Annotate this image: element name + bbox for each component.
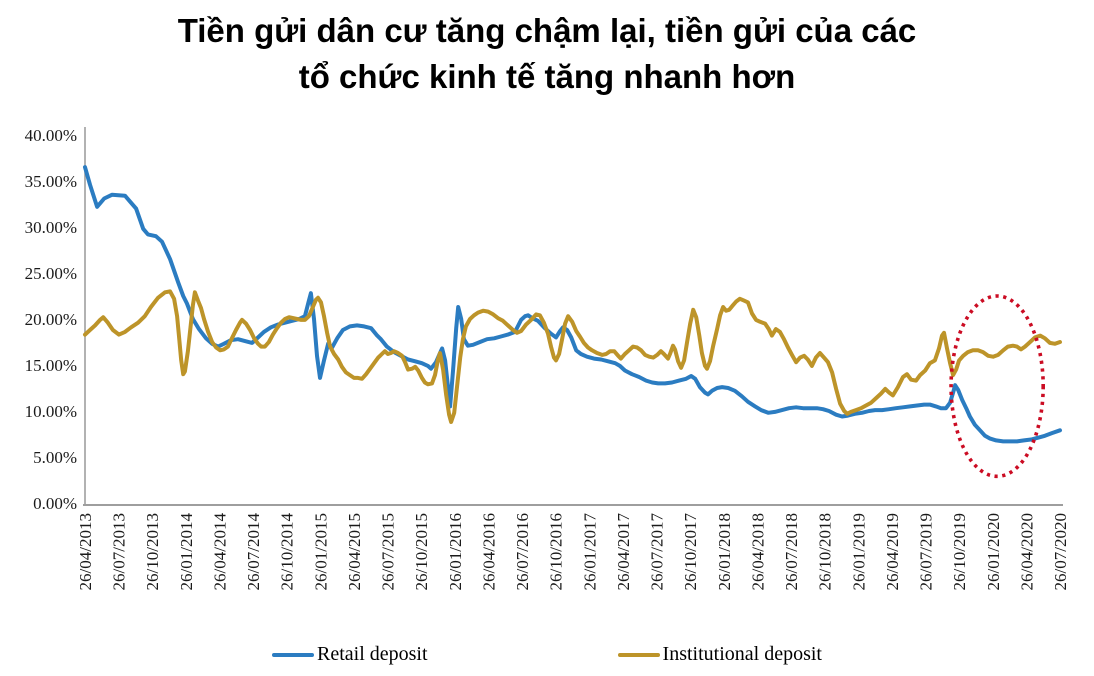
x-axis-label: 26/07/2020 xyxy=(1051,513,1070,590)
legend-item-retail: Retail deposit xyxy=(272,643,428,666)
y-axis-label: 40.00% xyxy=(25,126,77,145)
x-axis-label: 26/01/2014 xyxy=(177,513,196,591)
y-axis-label: 35.00% xyxy=(25,172,77,191)
page-title: Tiền gửi dân cư tăng chậm lại, tiền gửi … xyxy=(0,8,1094,99)
x-axis-label: 26/10/2014 xyxy=(278,513,297,591)
x-axis-label: 26/07/2018 xyxy=(782,513,801,590)
x-axis-label: 26/07/2016 xyxy=(513,513,532,590)
x-axis-label: 26/04/2019 xyxy=(883,513,902,590)
x-axis-label: 26/10/2019 xyxy=(950,513,969,590)
legend-label-retail: Retail deposit xyxy=(317,643,428,665)
page-title-line2: tổ chức kinh tế tăng nhanh hơn xyxy=(298,57,796,95)
x-axis-label: 26/07/2017 xyxy=(648,513,667,591)
x-axis-label: 26/01/2016 xyxy=(446,513,465,590)
x-axis-label: 26/04/2017 xyxy=(614,513,633,591)
y-axis-label: 5.00% xyxy=(33,448,77,467)
institutional-line-swatch xyxy=(617,652,660,657)
institutional-deposit-line xyxy=(83,289,1062,424)
x-axis-label: 26/01/2020 xyxy=(984,513,1003,590)
x-axis-label: 26/07/2014 xyxy=(244,513,263,591)
x-axis-label: 26/10/2018 xyxy=(816,513,835,590)
page-title-line1: Tiền gửi dân cư tăng chậm lại, tiền gửi … xyxy=(177,12,917,49)
y-axis-label: 0.00% xyxy=(33,494,77,513)
x-axis-label: 26/07/2013 xyxy=(110,513,129,590)
x-axis-label: 26/10/2016 xyxy=(547,513,566,590)
x-axis-label: 26/04/2014 xyxy=(210,513,229,591)
x-axis-label: 26/10/2015 xyxy=(412,513,431,590)
x-axis-label: 26/04/2016 xyxy=(479,513,498,590)
x-axis-label: 26/04/2020 xyxy=(1017,513,1036,590)
x-axis-label: 26/10/2017 xyxy=(681,513,700,591)
highlight-ellipse xyxy=(949,294,1045,479)
x-axis-label: 26/01/2019 xyxy=(849,513,868,590)
y-axis-label: 15.00% xyxy=(25,356,77,375)
retail-line-swatch xyxy=(272,652,314,657)
x-axis-label: 26/07/2019 xyxy=(917,513,936,590)
x-axis-label: 26/01/2017 xyxy=(580,513,599,591)
y-axis-label: 25.00% xyxy=(25,264,77,283)
x-axis-label: 26/10/2013 xyxy=(143,513,162,590)
retail-deposit-line xyxy=(83,165,1062,444)
x-axis-label: 26/04/2013 xyxy=(76,513,95,590)
legend-item-institutional: Institutional deposit xyxy=(617,643,822,666)
x-axis-label: 26/01/2015 xyxy=(311,513,330,590)
x-axis-label: 26/04/2018 xyxy=(748,513,767,590)
x-axis-label: 26/01/2018 xyxy=(715,513,734,590)
x-axis-label: 26/04/2015 xyxy=(345,513,364,590)
legend-label-institutional: Institutional deposit xyxy=(662,643,822,665)
x-axis-label: 26/07/2015 xyxy=(379,513,398,590)
line-chart: 40.00% 35.00% 30.00% 25.00% 20.00% 15.00% 10.0… xyxy=(25,126,1070,591)
y-axis-label: 10.00% xyxy=(25,402,77,421)
y-axis-label: 20.00% xyxy=(25,310,77,329)
legend: Retail deposit Institutional deposit xyxy=(0,643,1094,666)
y-axis-label: 30.00% xyxy=(25,218,77,237)
